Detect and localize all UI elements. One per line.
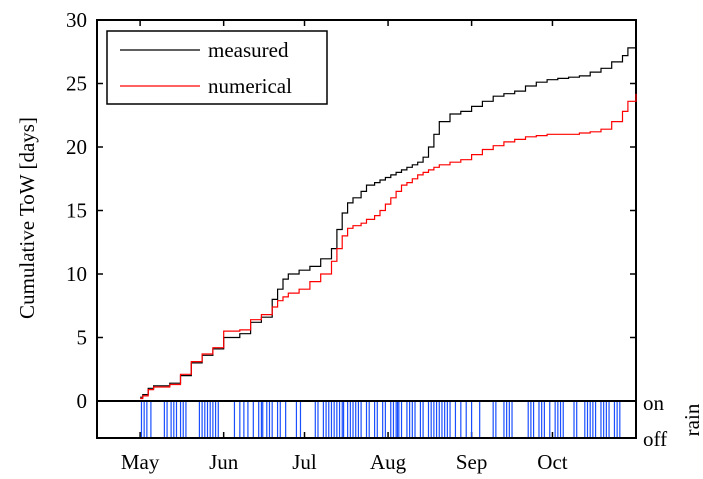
rain-on-label: on (643, 391, 665, 415)
x-tick-label: Jul (292, 450, 317, 474)
series-line-numerical (140, 93, 637, 400)
x-tick-label: Oct (537, 450, 567, 474)
legend-label-measured: measured (208, 38, 289, 62)
y-tick-label: 20 (66, 135, 87, 159)
rain-plot-frame (96, 400, 637, 439)
y-tick-label: 25 (66, 72, 87, 96)
legend: measured numerical (106, 30, 328, 105)
y-tick-label: 10 (66, 262, 87, 286)
rain-off-label: off (643, 427, 667, 451)
y-tick-label: 30 (66, 8, 87, 32)
series-lines (140, 42, 637, 400)
x-tick-label: Jun (209, 450, 239, 474)
y-tick-label: 5 (77, 326, 88, 350)
series-line-measured (140, 42, 637, 398)
x-tick-label: Aug (370, 450, 407, 474)
x-tick-label: Sep (456, 450, 488, 474)
y-axis-ticks: 0 5 10 15 20 25 30 (66, 8, 636, 413)
rain-axis-label: rain (680, 403, 703, 436)
x-tick-label: May (121, 450, 160, 474)
x-axis-ticks: May Jun Jul Aug Sep Oct (121, 20, 568, 474)
y-tick-label: 0 (77, 389, 88, 413)
y-axis-label: Cumulative ToW [days] (15, 117, 39, 319)
legend-box (106, 30, 328, 105)
y-tick-label: 15 (66, 199, 87, 223)
legend-label-numerical: numerical (208, 74, 292, 98)
rain-events (140, 402, 621, 437)
